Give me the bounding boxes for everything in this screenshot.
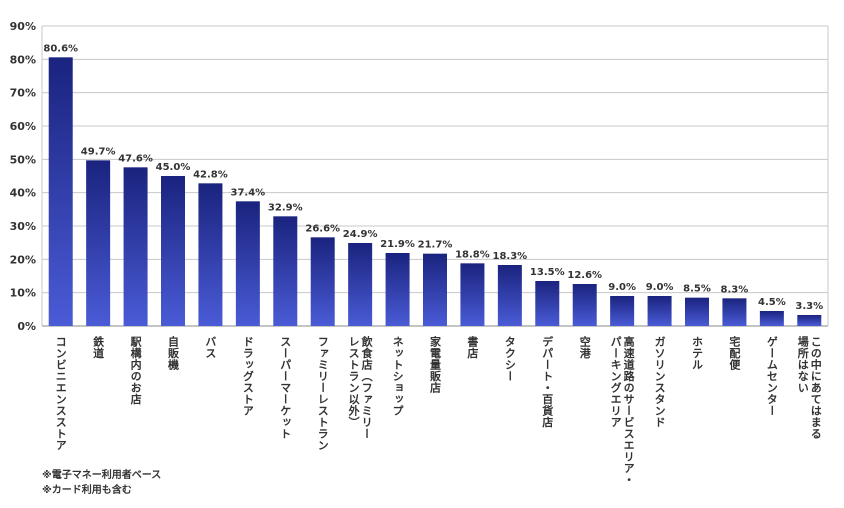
data-label: 4.5% bbox=[758, 297, 786, 308]
bar bbox=[86, 160, 111, 326]
data-label: 3.3% bbox=[795, 301, 823, 312]
y-tick-label: 40% bbox=[10, 187, 36, 200]
y-tick-label: 80% bbox=[10, 53, 36, 66]
data-label: 49.7% bbox=[81, 146, 116, 157]
category-label: 場所はない bbox=[796, 335, 809, 394]
category-label: ドラッグストア bbox=[241, 336, 254, 417]
category-label: 空港 bbox=[578, 335, 591, 360]
category-label: ファミリーレストラン bbox=[316, 336, 329, 451]
data-label: 8.5% bbox=[683, 284, 711, 295]
bar bbox=[348, 243, 373, 326]
bar bbox=[235, 201, 260, 326]
category-label: 駅構内のお店 bbox=[129, 336, 143, 406]
category-label: レストラン以外） bbox=[347, 336, 361, 428]
category-label: パーキングエリア bbox=[609, 336, 622, 428]
bar bbox=[48, 57, 73, 326]
data-label: 21.9% bbox=[380, 239, 415, 250]
data-label: 12.6% bbox=[567, 270, 602, 281]
category-label: コンビニエンスストア bbox=[54, 336, 67, 451]
y-axis-ticks: 0% 10% 20% 30% 40% 50% 60% 70% 80% 90% bbox=[10, 20, 36, 333]
bar bbox=[123, 167, 148, 326]
data-label: 21.7% bbox=[418, 240, 453, 251]
y-tick-label: 90% bbox=[10, 20, 36, 33]
bar bbox=[460, 263, 485, 326]
category-label: この中にあてはまる bbox=[809, 336, 822, 440]
bar bbox=[759, 311, 784, 326]
category-label: ガソリンスタンド bbox=[653, 336, 666, 428]
bar bbox=[647, 296, 672, 326]
data-label: 18.8% bbox=[455, 249, 490, 260]
bar bbox=[685, 297, 709, 326]
category-label: タクシー bbox=[503, 336, 516, 382]
data-label: 37.4% bbox=[231, 187, 266, 198]
data-label: 47.6% bbox=[118, 153, 153, 164]
data-label: 26.6% bbox=[305, 223, 340, 234]
data-label: 18.3% bbox=[493, 251, 528, 262]
category-label: 鉄道 bbox=[92, 335, 105, 360]
category-labels: コンビニエンスストア 鉄道 駅構内のお店 自販機 バス ドラッグストア スーパーマーケット フ… bbox=[54, 335, 822, 486]
y-tick-label: 0% bbox=[17, 320, 36, 333]
y-tick-label: 10% bbox=[10, 287, 36, 300]
data-label: 80.6% bbox=[43, 43, 78, 54]
category-label: ゲームセンター bbox=[765, 335, 778, 417]
bar bbox=[572, 284, 597, 326]
category-label: ホテル bbox=[691, 336, 704, 371]
category-label: 宅配便 bbox=[728, 335, 741, 371]
category-label: バス bbox=[204, 336, 217, 359]
bar bbox=[273, 216, 298, 326]
data-label: 24.9% bbox=[343, 229, 378, 240]
category-label: 家電量販店 bbox=[429, 335, 442, 394]
category-label: ネットショップ bbox=[391, 336, 404, 417]
y-tick-label: 30% bbox=[10, 220, 36, 233]
data-label: 8.3% bbox=[721, 284, 749, 295]
footnote-e-money: ※電子マネー利用者ベース bbox=[42, 470, 162, 481]
y-tick-label: 50% bbox=[10, 153, 36, 166]
bar bbox=[797, 315, 822, 326]
bar bbox=[385, 253, 410, 326]
y-tick-label: 20% bbox=[10, 253, 36, 266]
bar bbox=[310, 237, 335, 326]
bar bbox=[161, 176, 185, 326]
footnote-card: ※カード利用も含む bbox=[42, 485, 132, 496]
bar bbox=[722, 298, 747, 326]
category-label: スーパーマーケット bbox=[279, 336, 292, 440]
category-label: 高速道路のサービスエリア・ bbox=[622, 335, 635, 486]
category-label: デパート・百貨店 bbox=[541, 335, 554, 429]
data-label: 9.0% bbox=[608, 282, 636, 293]
data-label: 42.8% bbox=[193, 169, 228, 180]
category-label: 書店 bbox=[466, 335, 479, 360]
bar bbox=[198, 183, 223, 326]
y-tick-label: 70% bbox=[10, 87, 36, 100]
bar bbox=[535, 281, 560, 326]
bar bbox=[610, 296, 635, 326]
category-label: 飲食店（ファミリー bbox=[360, 335, 374, 440]
data-label: 32.9% bbox=[268, 202, 303, 213]
data-label: 45.0% bbox=[156, 162, 191, 173]
data-labels: 80.6% 49.7%47.6%45.0%42.8%37.4%32.9%26.6%… bbox=[43, 43, 823, 312]
data-label: 13.5% bbox=[530, 267, 565, 278]
category-label: 自販機 bbox=[167, 335, 180, 371]
y-tick-label: 60% bbox=[10, 120, 36, 133]
bars bbox=[48, 57, 822, 326]
bar bbox=[423, 253, 447, 326]
bar bbox=[497, 265, 522, 326]
data-label: 9.0% bbox=[646, 282, 674, 293]
